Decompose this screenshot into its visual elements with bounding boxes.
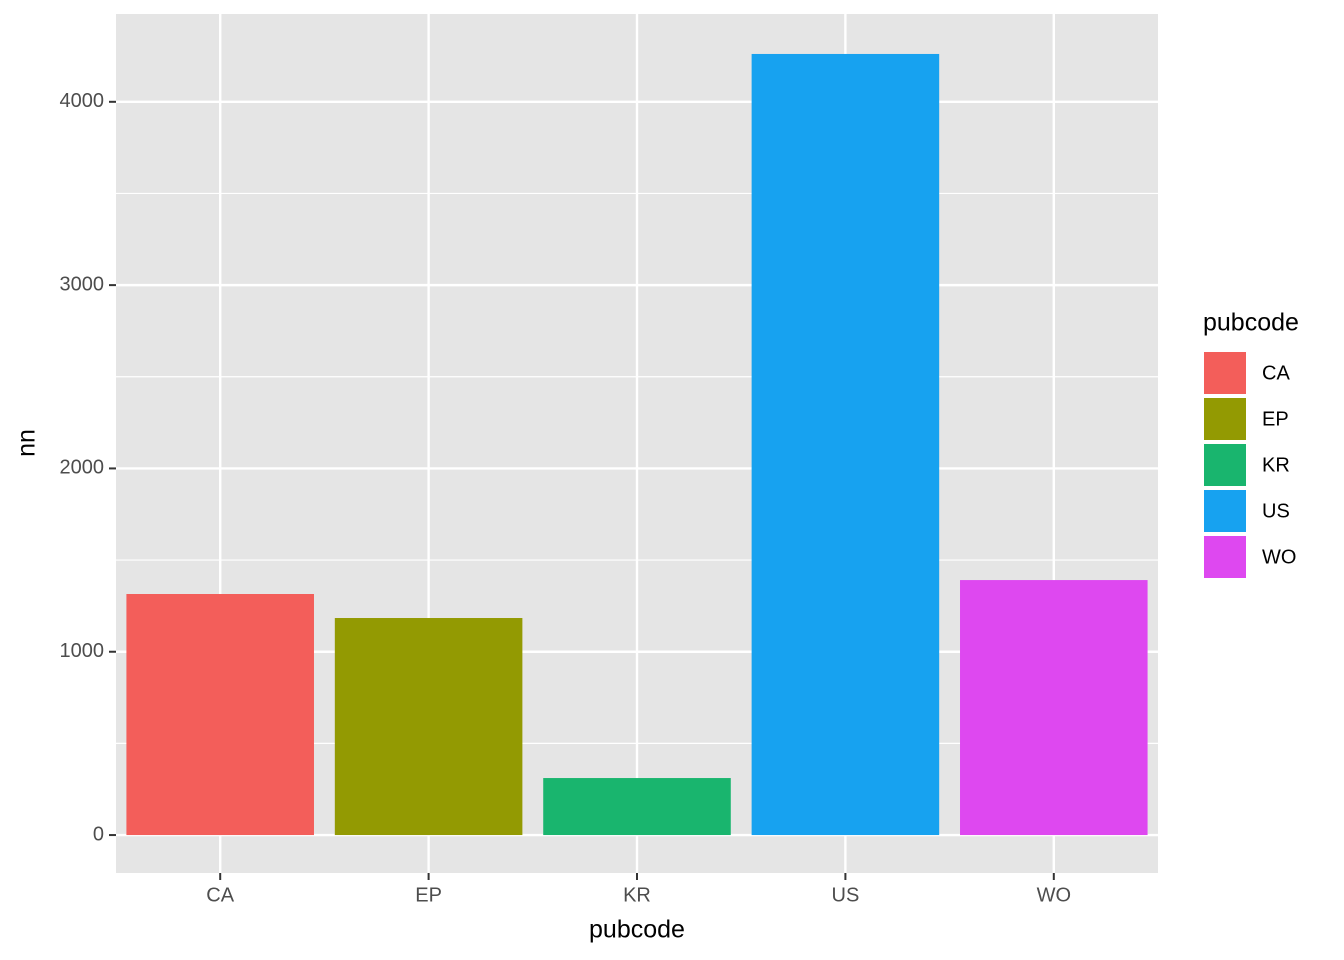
y-tick-label: 0 xyxy=(93,823,104,845)
legend-key xyxy=(1204,444,1246,486)
legend-label: KR xyxy=(1262,454,1290,476)
y-tick-label: 2000 xyxy=(60,457,105,479)
bar xyxy=(752,54,940,835)
x-tick-label: EP xyxy=(415,884,442,906)
legend-key xyxy=(1204,398,1246,440)
legend-label: EP xyxy=(1262,408,1289,430)
y-axis-title: nn xyxy=(13,429,41,457)
legend-label: US xyxy=(1262,500,1290,522)
x-tick-label: WO xyxy=(1037,884,1071,906)
x-tick-label: US xyxy=(832,884,860,906)
legend-key xyxy=(1204,352,1246,394)
legend-key xyxy=(1204,490,1246,532)
chart: pubcode nn pubcode 0 1000 2000 3000 4000 CA CA… xyxy=(0,0,1344,960)
bar xyxy=(126,594,314,835)
bar xyxy=(960,580,1148,835)
x-tick-label: CA xyxy=(206,884,234,906)
bar xyxy=(335,618,523,835)
legend-title: pubcode xyxy=(1203,309,1299,337)
bar xyxy=(543,778,731,835)
page: pubcode nn pubcode 0 1000 2000 3000 4000 CA CA… xyxy=(0,0,1344,960)
x-axis-title: pubcode xyxy=(589,916,685,944)
y-tick-label: 1000 xyxy=(60,640,105,662)
legend-key xyxy=(1204,536,1246,578)
y-tick-label: 4000 xyxy=(60,90,105,112)
x-tick-label: KR xyxy=(623,884,651,906)
legend-label: WO xyxy=(1262,546,1296,568)
y-tick-label: 3000 xyxy=(60,273,105,295)
legend-label: CA xyxy=(1262,362,1290,384)
